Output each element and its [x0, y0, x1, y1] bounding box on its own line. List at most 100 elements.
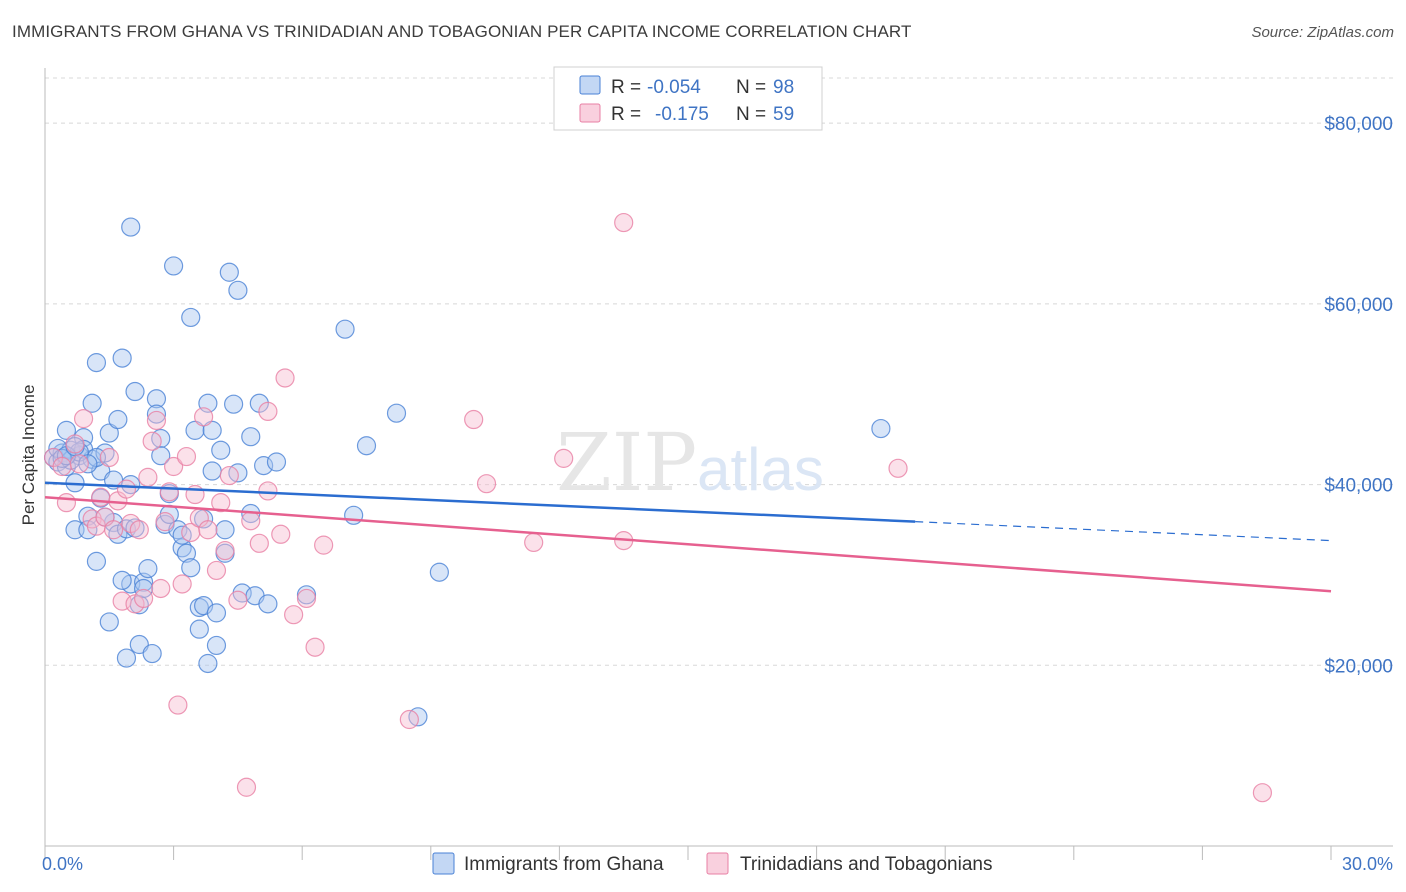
trinidad-point	[228, 590, 248, 610]
trinidad-point	[56, 493, 77, 513]
trinidad-point	[176, 446, 197, 467]
trinidad-point	[159, 482, 179, 502]
trinidad-point	[215, 540, 235, 561]
trinidad-point	[73, 409, 94, 429]
ghana-point	[116, 648, 137, 668]
trinidad-point	[99, 447, 119, 468]
ghana-point	[181, 558, 201, 578]
trinidad-point	[399, 709, 419, 730]
y-axis-label: Per Capita Income	[19, 385, 38, 526]
ghana-point	[82, 393, 102, 413]
ghana-point	[86, 353, 107, 373]
x-tick-labels: 0.0% 30.0%	[42, 854, 1393, 874]
trinidad-point	[155, 512, 175, 532]
trinidad-point	[138, 467, 158, 487]
ghana-point	[241, 427, 261, 447]
y-tick-label: $40,000	[1324, 476, 1393, 497]
trinidad-point	[91, 487, 111, 507]
trinidad-point	[888, 458, 908, 478]
trinidad-point	[554, 448, 574, 468]
ghana-point	[185, 420, 205, 440]
trinidad-point	[129, 520, 149, 540]
ghana-point	[206, 635, 227, 656]
ghana-point	[138, 559, 158, 579]
trinidad-point	[151, 578, 171, 599]
ghana-point	[215, 520, 235, 540]
ghana-point	[189, 619, 209, 639]
ghana-point	[86, 551, 107, 571]
ghana-point	[99, 612, 119, 632]
trinidad-point	[614, 212, 634, 233]
watermark-atlas: atlas	[697, 436, 824, 503]
legend-blue-swatch	[579, 75, 601, 95]
ghana-point	[211, 440, 231, 460]
trinidad-point	[314, 535, 334, 555]
trinidad-point	[524, 532, 544, 553]
bottom-legend-blue-swatch	[432, 852, 455, 875]
legend-pink-n-value: 59	[773, 104, 794, 125]
legend-pink-swatch	[579, 103, 601, 123]
chart-source: Source: ZipAtlas.com	[1251, 24, 1394, 41]
y-tick-label: $80,000	[1324, 114, 1393, 135]
trinidad-point	[194, 407, 214, 427]
trinidad-point	[476, 474, 497, 494]
ghana-point	[202, 461, 222, 481]
ghana-point	[176, 543, 197, 563]
ghana-point	[219, 262, 239, 282]
trinidad-point	[146, 410, 167, 431]
chart-title: IMMIGRANTS FROM GHANA VS TRINIDADIAN AND…	[12, 22, 912, 41]
trinidad-point	[172, 574, 192, 594]
trinidad-point	[275, 368, 295, 388]
y-tick-label: $60,000	[1324, 295, 1393, 316]
trinidad-point	[241, 511, 261, 531]
trinidad-point	[219, 465, 239, 486]
trinidad-point	[103, 520, 124, 540]
ghana-point	[142, 643, 162, 664]
trinidad-trend-line	[44, 495, 1332, 593]
trinidad-point	[305, 637, 325, 657]
ghana-point	[99, 423, 119, 443]
trinidad-point	[206, 560, 227, 581]
trinidad-point	[164, 456, 184, 477]
ghana-point	[198, 653, 218, 674]
trinidad-point	[198, 520, 218, 540]
trinidad-point	[258, 481, 278, 501]
ghana-point	[151, 446, 171, 466]
top-legend: R = -0.054 N = 98 R = -0.175 N = 59	[553, 66, 823, 131]
legend-pink-n-label: N =	[736, 104, 766, 125]
x-tick-label-max: 30.0%	[1342, 854, 1393, 874]
ghana-point	[344, 505, 364, 525]
bottom-legend: Immigrants from Ghana Trinidadians and T…	[432, 852, 992, 875]
trinidad-point	[258, 401, 278, 422]
watermark-zip: ZIP	[556, 416, 697, 509]
y-tick-label: $20,000	[1324, 656, 1393, 677]
legend-pink-r-label: R =	[611, 104, 641, 125]
ghana-point	[266, 452, 287, 472]
trinidad-point	[296, 588, 317, 609]
trend-lines	[44, 481, 1332, 593]
ghana-point	[224, 394, 244, 414]
trinidad-point	[464, 409, 484, 430]
legend-blue-n-value: 98	[773, 77, 794, 98]
ghana-point	[206, 603, 227, 623]
trinidad-point	[284, 605, 304, 625]
bottom-legend-pink-label: Trinidadians and Tobagonians	[740, 854, 992, 875]
trinidad-point	[249, 533, 269, 553]
bottom-legend-pink-swatch	[706, 852, 729, 875]
trinidad-point	[142, 431, 162, 451]
trinidad-point	[1252, 783, 1273, 803]
ghana-point	[56, 420, 77, 440]
ghana-point	[146, 404, 167, 424]
ghana-point	[164, 256, 184, 276]
ghana-point	[202, 420, 222, 440]
x-tick-label-min: 0.0%	[42, 854, 83, 874]
trinidad-point	[168, 695, 188, 715]
ghana-point	[133, 578, 154, 599]
trinidad-point	[236, 777, 257, 797]
ghana-point	[335, 319, 355, 339]
ghana-point	[871, 418, 891, 439]
y-tick-labels: $20,000 $40,000 $60,000 $80,000	[1324, 114, 1393, 677]
trinidad-point	[69, 454, 89, 474]
ghana-point	[258, 594, 278, 614]
